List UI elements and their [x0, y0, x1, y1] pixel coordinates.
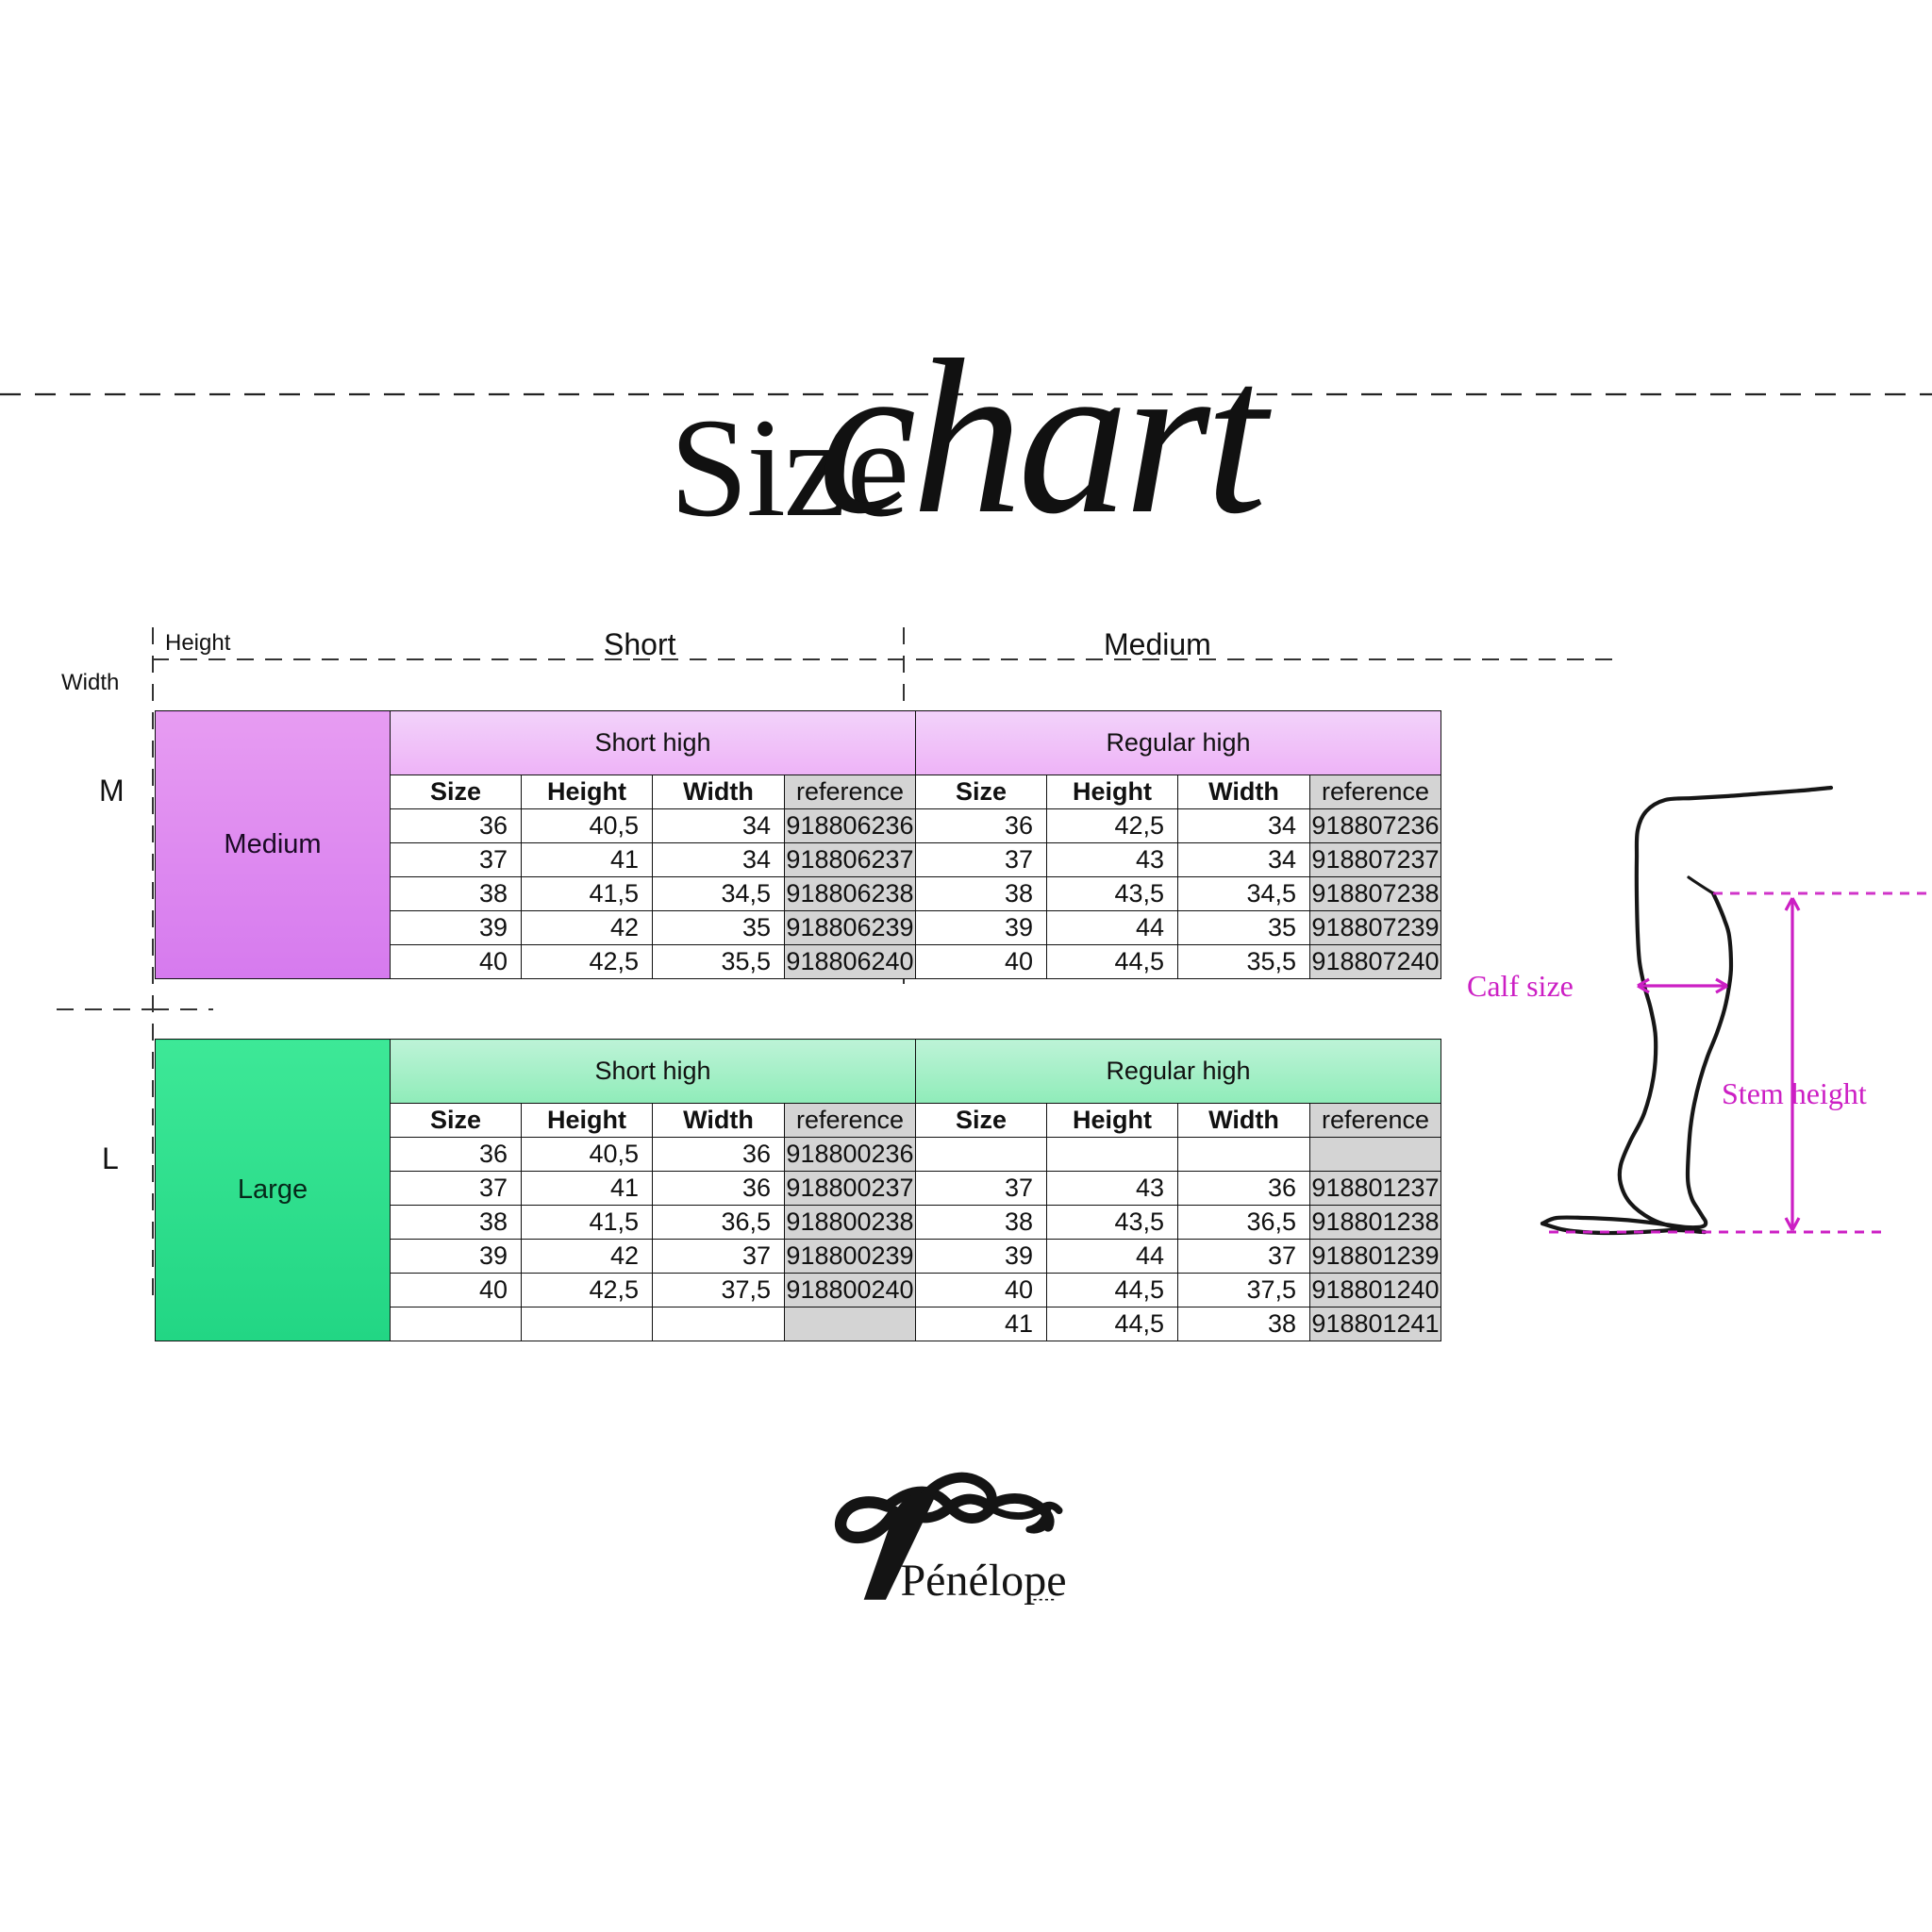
svg-text:Stem height: Stem height	[1722, 1076, 1867, 1110]
svg-text:Pénélope: Pénélope	[900, 1556, 1066, 1606]
svg-text:Calf size: Calf size	[1467, 969, 1574, 1003]
